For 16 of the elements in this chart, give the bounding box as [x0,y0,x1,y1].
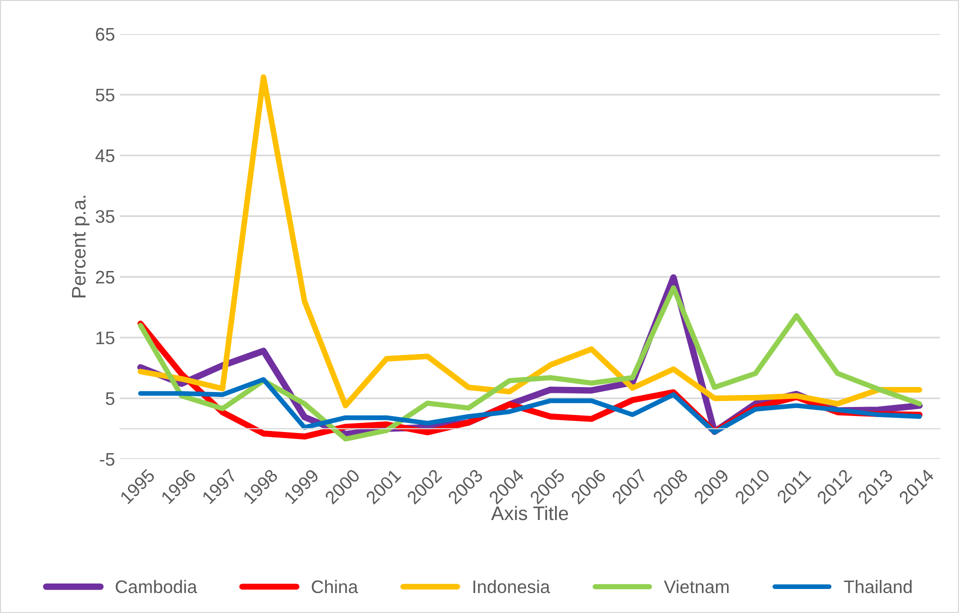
legend-label: Indonesia [473,580,550,594]
legend-label: China [312,580,358,594]
x-axis-title: Axis Title [491,506,568,520]
legend-label: Thailand [844,580,912,594]
y-axis-title: Percent p.a. [72,196,90,298]
y-tick-label: 65 [96,28,114,41]
y-tick-label: 15 [96,332,114,344]
legend-label: Vietnam [664,580,729,594]
y-tick-label: 25 [96,270,114,284]
y-tick-label: 5 [106,392,114,406]
line-series [138,377,922,435]
y-tick-label: -5 [100,453,114,466]
y-tick-label: 35 [96,210,114,223]
y-tick-label: 55 [96,88,114,102]
y-tick-label: 45 [95,150,114,162]
legend-label: Cambodia [116,580,198,594]
